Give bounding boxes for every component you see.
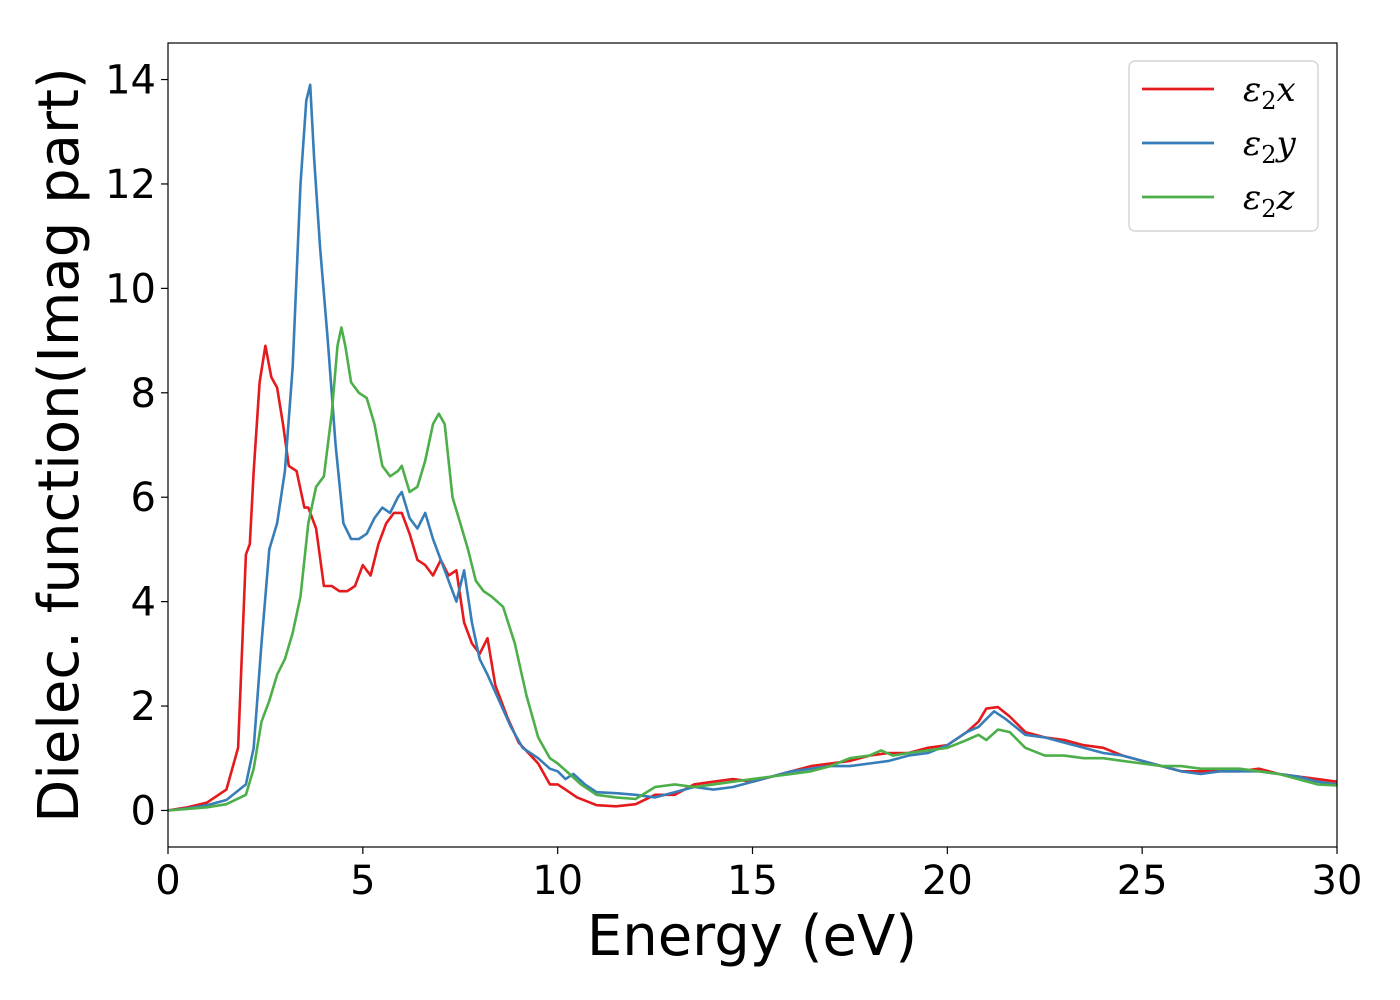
legend-label-subscript: 2 (1261, 195, 1276, 223)
legend-box (1128, 60, 1319, 232)
y-tick-label: 14 (105, 58, 156, 104)
y-tick-label: 2 (131, 684, 156, 730)
legend-label-subscript: 2 (1261, 87, 1276, 115)
x-tick-label: 0 (155, 858, 180, 904)
y-tick-label: 10 (105, 266, 156, 312)
plot-area (167, 42, 1338, 848)
legend-label-suffix: y (1275, 124, 1297, 164)
x-tick-label: 10 (532, 858, 583, 904)
x-tick-label: 20 (922, 858, 973, 904)
legend-label-base: ε (1243, 70, 1261, 110)
x-tick-label: 25 (1117, 858, 1168, 904)
series-line-y (168, 83, 1337, 812)
y-axis-title: Dielec. function(Imag part) (27, 67, 92, 823)
series-layer (168, 83, 1337, 812)
x-tick-label: 5 (350, 858, 375, 904)
legend-label-suffix: x (1277, 70, 1296, 110)
y-tick-label: 6 (131, 475, 156, 521)
legend-label-base: ε (1243, 178, 1261, 218)
y-axis: 0 2 4 6 8 10 12 14 (105, 58, 168, 834)
y-tick-label: 4 (131, 580, 156, 626)
legend-label-z: ε2z (1243, 178, 1296, 223)
x-tick-label: 30 (1312, 858, 1363, 904)
x-axis: 0 5 10 15 20 25 30 (155, 847, 1362, 904)
y-tick-label: 12 (105, 162, 156, 208)
legend-label-base: ε (1243, 124, 1261, 164)
y-tick-label: 8 (131, 371, 156, 417)
legend-label-subscript: 2 (1261, 141, 1276, 169)
legend-label-y: ε2y (1243, 124, 1297, 169)
legend-label-x: ε2x (1243, 70, 1296, 115)
legend-label-suffix: z (1276, 178, 1296, 218)
series-line-z (168, 326, 1337, 812)
y-tick-label: 0 (131, 788, 156, 834)
x-axis-title: Energy (eV) (587, 904, 917, 969)
x-tick-label: 15 (727, 858, 778, 904)
